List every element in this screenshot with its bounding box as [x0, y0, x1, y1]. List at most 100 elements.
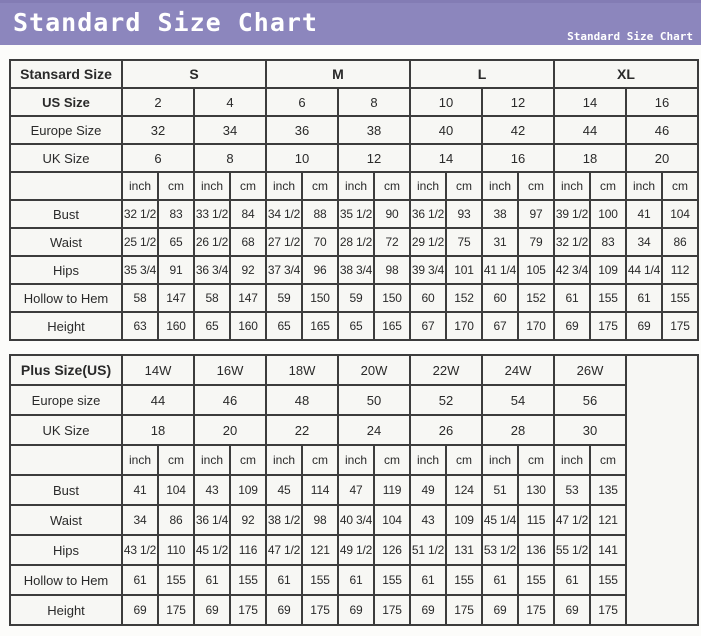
unit-cell: inch [121, 171, 159, 201]
measure-value-cell: 65 [157, 227, 195, 257]
measure-value-cell: 131 [445, 534, 483, 566]
measure-value-cell: 58 [193, 283, 231, 313]
measure-value-cell: 97 [517, 199, 555, 229]
measure-value-cell: 69 [265, 594, 303, 626]
measure-value-cell: 86 [157, 504, 195, 536]
size-value-cell: 4 [193, 87, 267, 117]
unit-cell: cm [301, 171, 339, 201]
measurement-row: Hollow to Hem 58 147 58 147 59 150 59 150 60 152 60… [9, 283, 699, 313]
measure-value-cell: 75 [445, 227, 483, 257]
measure-value-cell: 98 [301, 504, 339, 536]
measure-value-cell: 34 [121, 504, 159, 536]
corner-label: Plus Size(US) [9, 354, 123, 386]
watermark-title: Standard Size Chart [567, 30, 693, 43]
measure-value-cell: 59 [265, 283, 303, 313]
unit-cell: inch [193, 444, 231, 476]
measure-value-cell: 37 3/4 [265, 255, 303, 285]
measure-value-cell: 60 [481, 283, 519, 313]
measure-value-cell: 83 [157, 199, 195, 229]
measure-value-cell: 26 1/2 [193, 227, 231, 257]
row-label: Hollow to Hem [9, 283, 123, 313]
measure-value-cell: 175 [301, 594, 339, 626]
unit-cell: inch [409, 444, 447, 476]
measurement-row: Hips 35 3/4 91 36 3/4 92 37 3/4 96 38 3/4 98 39 3… [9, 255, 699, 285]
measure-value-cell: 39 3/4 [409, 255, 447, 285]
measure-value-cell: 33 1/2 [193, 199, 231, 229]
row-label: Europe Size [9, 115, 123, 145]
measure-value-cell: 70 [301, 227, 339, 257]
size-conversion-row: UK Size 6 8 10 12 14 16 18 20 [9, 143, 699, 173]
measure-value-cell: 36 1/2 [409, 199, 447, 229]
size-value-cell: 12 [481, 87, 555, 117]
measure-value-cell: 32 1/2 [121, 199, 159, 229]
size-value-cell: 10 [265, 143, 339, 173]
size-group-cell: 22W [409, 354, 483, 386]
unit-cell: inch [193, 171, 231, 201]
measure-value-cell: 47 [337, 474, 375, 506]
plus-size-table: Plus Size(US) 14W 16W 18W 20W 22W 24W 26W Europe… [9, 354, 699, 626]
size-value-cell: 54 [481, 384, 555, 416]
measure-value-cell: 91 [157, 255, 195, 285]
measure-value-cell: 65 [337, 311, 375, 341]
size-value-cell: 44 [121, 384, 195, 416]
size-value-cell: 16 [481, 143, 555, 173]
measure-value-cell: 69 [625, 311, 663, 341]
measure-value-cell: 61 [337, 564, 375, 596]
size-value-cell: 20 [625, 143, 699, 173]
row-label: Hips [9, 534, 123, 566]
measure-value-cell: 65 [193, 311, 231, 341]
measure-value-cell: 160 [229, 311, 267, 341]
unit-row: inch cm inch cm inch cm inch cm inch cm inch cm inch… [9, 444, 698, 476]
measure-value-cell: 121 [301, 534, 339, 566]
row-label: Hips [9, 255, 123, 285]
size-value-cell: 30 [553, 414, 627, 446]
size-value-cell: 28 [481, 414, 555, 446]
measurement-row: Waist 25 1/2 65 26 1/2 68 27 1/2 70 28 1/2 72 29 … [9, 227, 699, 257]
row-label: UK Size [9, 143, 123, 173]
unit-row: inch cm inch cm inch cm inch cm inch cm inch cm inch… [9, 171, 699, 201]
measure-value-cell: 61 [625, 283, 663, 313]
unit-cell: inch [625, 171, 663, 201]
unit-cell: inch [553, 171, 591, 201]
standard-size-table: Stansard Size S M L XL US Size 2 4 6 8 10 12 14 16 Eur… [9, 59, 699, 341]
measure-value-cell: 86 [661, 227, 699, 257]
measure-value-cell: 36 1/4 [193, 504, 231, 536]
measure-value-cell: 155 [157, 564, 195, 596]
measure-value-cell: 61 [121, 564, 159, 596]
measurement-row: Hips 43 1/2 110 45 1/2 116 47 1/2 121 49 1/2 126… [9, 534, 698, 566]
measure-value-cell: 90 [373, 199, 411, 229]
row-label: Waist [9, 227, 123, 257]
size-value-cell: 8 [193, 143, 267, 173]
size-value-cell: 14 [409, 143, 483, 173]
measure-value-cell: 38 1/2 [265, 504, 303, 536]
unit-cell: inch [337, 171, 375, 201]
size-value-cell: 42 [481, 115, 555, 145]
unit-cell: cm [373, 171, 411, 201]
measure-value-cell: 67 [409, 311, 447, 341]
row-label: Height [9, 594, 123, 626]
measure-value-cell: 150 [373, 283, 411, 313]
size-group-cell: XL [553, 59, 699, 89]
measure-value-cell: 170 [445, 311, 483, 341]
measure-value-cell: 68 [229, 227, 267, 257]
measure-value-cell: 175 [229, 594, 267, 626]
size-value-cell: 18 [553, 143, 627, 173]
size-value-cell: 36 [265, 115, 339, 145]
header-banner: Standard Size Chart Standard Size Chart [0, 0, 701, 45]
unit-cell: cm [661, 171, 699, 201]
measure-value-cell: 155 [301, 564, 339, 596]
size-group-cell: 16W [193, 354, 267, 386]
measure-value-cell: 115 [517, 504, 555, 536]
measure-value-cell: 63 [121, 311, 159, 341]
measure-value-cell: 38 3/4 [337, 255, 375, 285]
measure-value-cell: 49 1/2 [337, 534, 375, 566]
size-conversion-row: UK Size 18 20 22 24 26 28 30 [9, 414, 698, 446]
unit-cell: cm [157, 444, 195, 476]
measure-value-cell: 155 [373, 564, 411, 596]
unit-cell: cm [589, 171, 627, 201]
measure-value-cell: 83 [589, 227, 627, 257]
measure-value-cell: 47 1/2 [553, 504, 591, 536]
measure-value-cell: 43 1/2 [121, 534, 159, 566]
measure-value-cell: 45 [265, 474, 303, 506]
size-value-cell: 24 [337, 414, 411, 446]
